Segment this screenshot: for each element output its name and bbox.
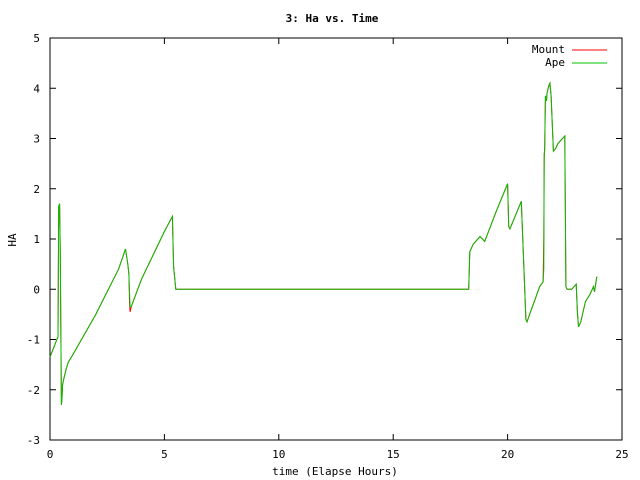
x-tick-label: 25: [615, 448, 628, 461]
x-axis-label: time (Elapse Hours): [272, 465, 398, 478]
y-tick-label: 5: [33, 32, 40, 45]
y-tick-label: 2: [33, 183, 40, 196]
y-tick-label: 0: [33, 283, 40, 296]
y-tick-label: 1: [33, 233, 40, 246]
y-tick-label: -2: [27, 384, 40, 397]
y-tick-label: -1: [27, 334, 40, 347]
y-tick-label: 3: [33, 133, 40, 146]
series-line-mount: [49, 81, 598, 405]
series-line-ape: [49, 81, 598, 405]
x-tick-label: 10: [272, 448, 285, 461]
x-tick-label: 0: [47, 448, 54, 461]
legend-label-ape: Ape: [545, 56, 565, 69]
x-tick-label: 20: [501, 448, 514, 461]
x-tick-label: 15: [387, 448, 400, 461]
axis-ticks: 0 5 10 15 20 25 -3 -2 -1 0 1 2 3 4 5: [27, 32, 629, 461]
chart-title: 3: Ha vs. Time: [286, 12, 379, 25]
y-tick-label: -3: [27, 434, 40, 447]
plot-area-border: [49, 37, 623, 441]
x-tick-label: 5: [161, 448, 168, 461]
y-tick-label: 4: [33, 82, 40, 95]
legend-label-mount: Mount: [532, 43, 565, 56]
series-group: [49, 81, 598, 405]
y-axis-label: HA: [6, 233, 19, 247]
